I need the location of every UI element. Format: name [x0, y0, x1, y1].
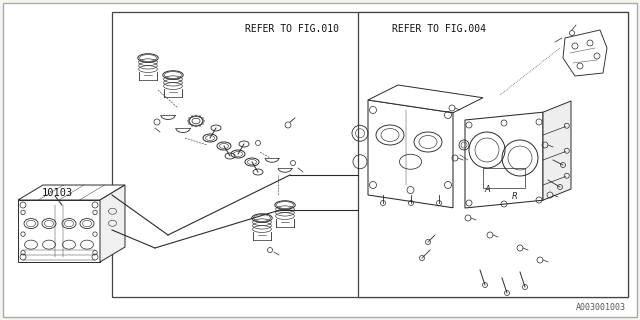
Polygon shape	[18, 200, 100, 262]
Polygon shape	[563, 30, 607, 76]
Polygon shape	[368, 85, 483, 113]
Bar	[358, 12, 628, 297]
Polygon shape	[465, 112, 543, 208]
Polygon shape	[368, 100, 453, 208]
Text: REFER TO FIG.004: REFER TO FIG.004	[392, 24, 486, 34]
Text: R: R	[512, 192, 518, 201]
Text: REFER TO FIG.010: REFER TO FIG.010	[245, 24, 339, 34]
Bar	[483, 168, 525, 188]
Polygon shape	[100, 185, 125, 262]
Text: A003001003: A003001003	[576, 303, 626, 312]
Polygon shape	[543, 101, 571, 200]
Text: A: A	[484, 185, 490, 194]
Text: 10103: 10103	[42, 188, 73, 198]
Polygon shape	[18, 185, 125, 200]
Bar	[112, 12, 628, 297]
